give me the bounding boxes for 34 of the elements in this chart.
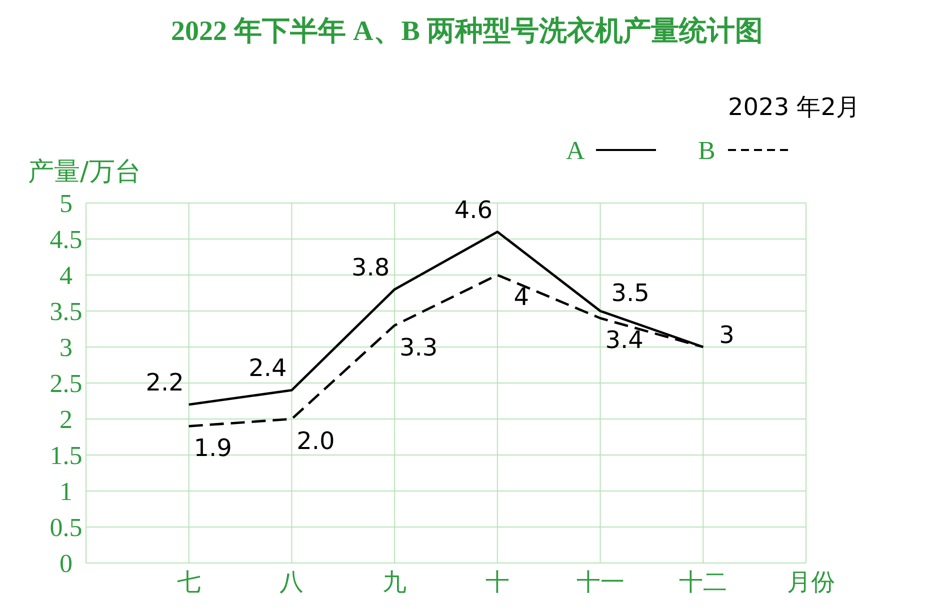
data-label: 3 — [719, 321, 734, 349]
data-label: 3.3 — [399, 333, 438, 362]
text: 2023 年2月 — [728, 93, 860, 121]
y-tick-label: 1.5 — [50, 441, 82, 470]
y-tick-label: 2.5 — [50, 369, 82, 398]
data-label: 2.0 — [296, 427, 335, 455]
data-label: 2.4 — [248, 354, 287, 382]
y-tick-label: 4 — [60, 261, 72, 290]
data-label: 4 — [514, 283, 530, 311]
data-label: 3.8 — [351, 253, 390, 282]
x-tick-label: 九 — [382, 568, 407, 596]
chart-title: 2022 年下半年 A、B 两种型号洗衣机产量统计图 — [171, 15, 763, 47]
data-label: 4.6 — [454, 196, 493, 224]
data-label: 2.2 — [146, 368, 184, 397]
x-axis-title: 月份 — [787, 568, 835, 596]
y-tick-label: 0 — [60, 549, 72, 578]
y-tick-label: 4.5 — [50, 225, 82, 254]
y-tick-label: 2 — [60, 405, 72, 434]
y-tick-label: 0.5 — [50, 513, 82, 542]
y-axis-title: 产量/万台 — [28, 157, 141, 187]
data-label: 3.4 — [605, 326, 644, 354]
y-tick-label: 1 — [60, 477, 72, 506]
legend-label: B — [698, 136, 716, 165]
x-tick-label: 七 — [176, 568, 201, 596]
x-tick-label: 十二 — [679, 568, 728, 596]
data-label: 3.5 — [611, 279, 650, 307]
data-label: 1.9 — [194, 434, 232, 462]
x-tick-label: 八 — [280, 568, 304, 596]
y-tick-label: 5 — [60, 189, 72, 218]
legend-label: A — [566, 136, 585, 165]
x-tick-label: 十一 — [576, 568, 624, 596]
x-tick-label: 十 — [485, 568, 510, 596]
y-tick-label: 3.5 — [50, 297, 82, 326]
y-tick-label: 3 — [60, 333, 72, 362]
